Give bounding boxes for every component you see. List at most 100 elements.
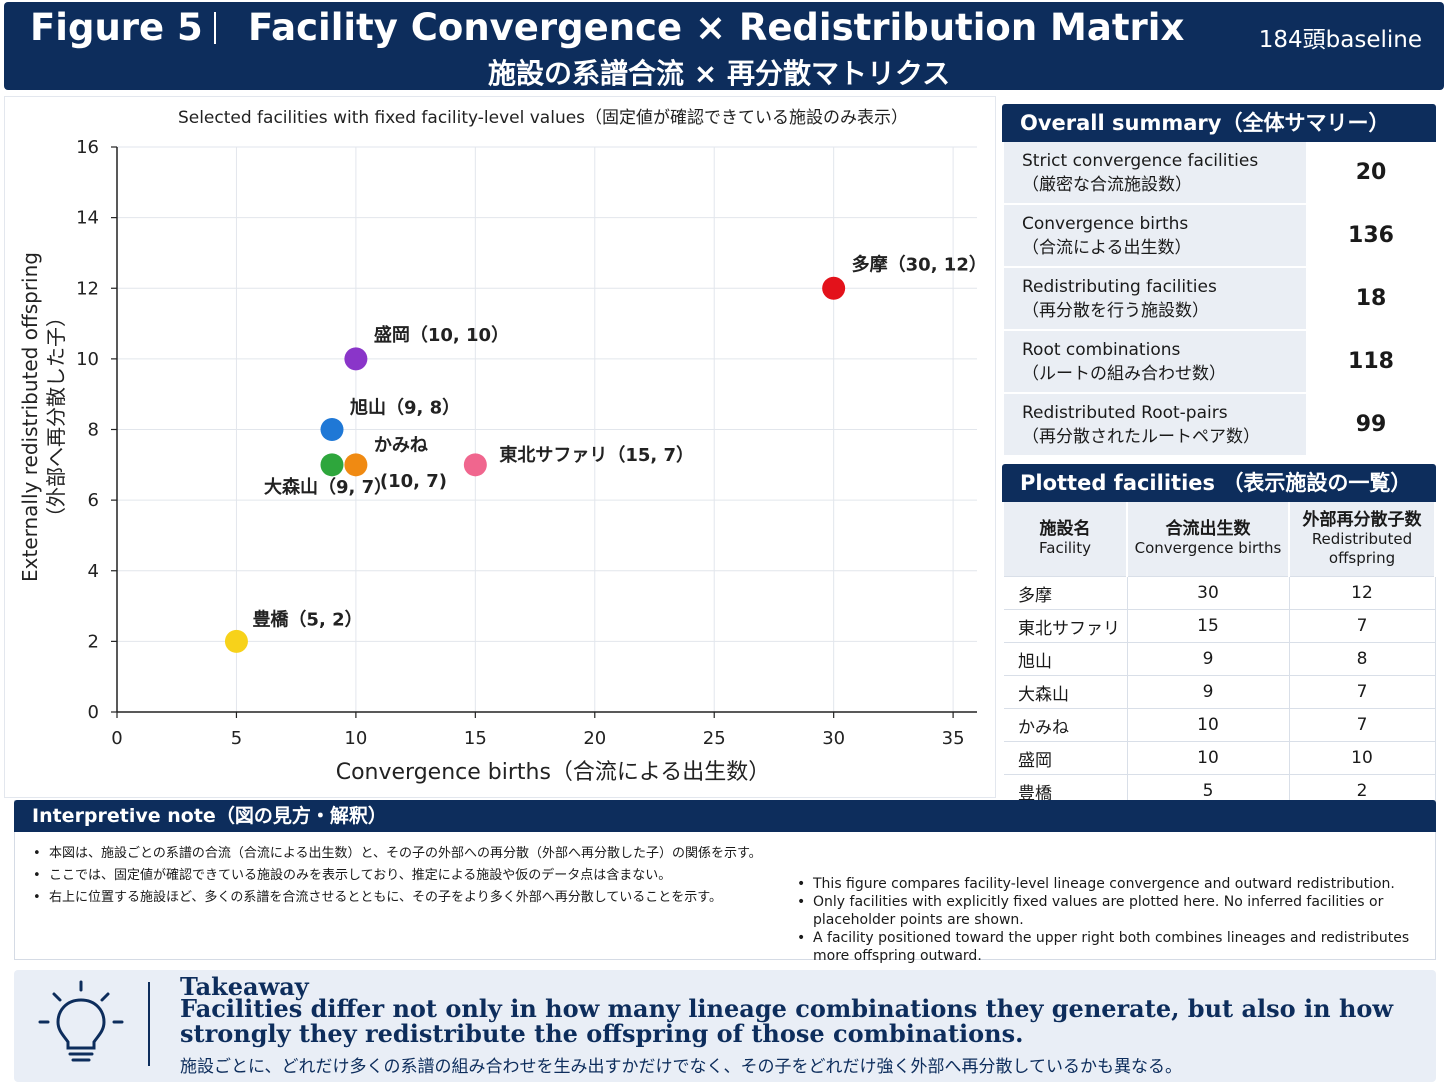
figure-title-en: Facility Convergence × Redistribution Ma… <box>248 6 1185 49</box>
takeaway-title: Takeaway <box>180 972 309 1001</box>
data-point <box>344 347 368 371</box>
baseline-label: 184頭baseline <box>1258 27 1422 53</box>
x-axis-ticks: 0 5 10 15 20 25 30 35 <box>111 712 965 749</box>
facility-name-cell: 盛岡 <box>1004 741 1128 775</box>
y-axis-ticks: 0 2 4 6 8 10 12 14 16 <box>76 137 117 723</box>
summary-label-en: Convergence births <box>1022 213 1189 234</box>
interpretive-note: 本図は、施設ごとの系譜の合流（合流による出生数）と、その子の外部への再分散（外部… <box>14 800 1436 964</box>
summary-label-ja: （合流による出生数） <box>1022 237 1192 258</box>
col-convergence-en: Convergence births <box>1134 539 1282 557</box>
facility-name-cell: 東北サファリ <box>1004 609 1128 643</box>
x-tick-label: 25 <box>703 728 726 749</box>
convergence-cell: 9 <box>1127 642 1290 676</box>
data-point <box>224 629 248 653</box>
takeaway-box: Takeaway Facilities differ not only in h… <box>14 970 1436 1082</box>
convergence-cell: 9 <box>1127 675 1290 709</box>
plotted-table: 施設名 Facility 合流出生数 Convergence births 外部再分… <box>1004 502 1436 807</box>
point-label-coord: (10, 7) <box>380 471 447 492</box>
col-facility-en: Facility <box>1039 539 1091 557</box>
col-facility: 施設名 Facility <box>1004 502 1128 577</box>
data-point <box>320 418 344 441</box>
x-tick-label: 5 <box>231 728 242 749</box>
summary-label-ja: （ルートの組み合わせ数） <box>1022 363 1226 384</box>
redistributed-cell: 7 <box>1289 675 1436 709</box>
figure-label: Figure 5 <box>30 6 203 49</box>
lightbulb-icon <box>38 980 124 1062</box>
note-list-ja: 本図は、施設ごとの系譜の合流（合流による出生数）と、その子の外部への再分散（外部… <box>33 845 793 911</box>
note-en-item: Only facilities with explicitly fixed va… <box>797 893 1437 929</box>
summary-row: Redistributing facilities （再分散を行う施設数） 18 <box>1004 267 1436 331</box>
y-tick-label: 12 <box>76 278 99 299</box>
summary-label-ja: （厳密な合流施設数） <box>1022 174 1192 195</box>
takeaway-text-en: Facilities differ not only in how many l… <box>180 994 1394 1048</box>
takeaway-text-ja: 施設ごとに、どれだけ多くの系譜の組み合わせを生み出すかだけでなく、その子をどれだ… <box>180 1057 1182 1077</box>
x-tick-label: 35 <box>942 728 965 749</box>
point-label: 多摩（30, 12） <box>852 253 987 275</box>
chart-grid <box>117 146 977 712</box>
table-row: 盛岡 10 10 <box>1004 741 1436 775</box>
convergence-cell: 15 <box>1127 609 1290 643</box>
x-tick-label: 15 <box>464 728 487 749</box>
summary-value: 20 <box>1304 142 1436 205</box>
col-facility-ja: 施設名 <box>1039 519 1091 539</box>
data-point <box>463 453 487 477</box>
takeaway-divider <box>148 982 150 1066</box>
point-label: 旭山（9, 8） <box>349 397 460 419</box>
table-row: かみね 10 7 <box>1004 708 1436 742</box>
col-convergence: 合流出生数 Convergence births <box>1127 502 1290 577</box>
point-labels: 多摩（30, 12） 盛岡（10, 10） 旭山（9, 8） 大森山（9, 7） かみね… <box>252 253 986 630</box>
point-label: 豊橋（5, 2） <box>252 608 362 630</box>
x-axis-label: Convergence births（合流による出生数） <box>336 760 771 785</box>
figure-header: Figure 5 Facility Convergence × Redistri… <box>4 2 1444 90</box>
y-tick-label: 4 <box>88 561 99 582</box>
y-tick-label: 0 <box>88 702 99 723</box>
convergence-cell: 10 <box>1127 741 1290 775</box>
y-axis-label-ja: （外部へ再分散した子） <box>44 307 68 527</box>
facility-name-cell: 旭山 <box>1004 642 1128 676</box>
redistributed-cell: 12 <box>1289 576 1436 610</box>
y-tick-label: 16 <box>76 137 99 158</box>
facility-name-cell: 大森山 <box>1004 675 1128 709</box>
summary-label-en: Strict convergence facilities <box>1022 150 1259 171</box>
redistributed-cell: 7 <box>1289 609 1436 643</box>
table-row: 多摩 30 12 <box>1004 576 1436 610</box>
col-redistributed-ja: 外部再分散子数 <box>1302 509 1422 530</box>
note-ja-item: ここでは、固定値が確認できている施設のみを表示しており、推定による施設や仮のデー… <box>33 867 793 884</box>
x-tick-label: 0 <box>111 728 122 749</box>
summary-label: Redistributing facilities （再分散を行う施設数） <box>1004 267 1305 331</box>
summary-label: Convergence births （合流による出生数） <box>1004 204 1305 268</box>
y-tick-label: 8 <box>88 420 99 441</box>
x-tick-label: 30 <box>822 728 845 749</box>
summary-value: 99 <box>1304 393 1436 457</box>
summary-label-en: Redistributing facilities <box>1022 276 1217 297</box>
data-points <box>224 276 846 653</box>
summary-row: Strict convergence facilities （厳密な合流施設数） 2… <box>1004 142 1436 205</box>
col-convergence-ja: 合流出生数 <box>1165 519 1251 539</box>
y-tick-label: 6 <box>88 490 99 511</box>
data-point <box>822 276 846 300</box>
chart-subtitle: Selected facilities with fixed facility-… <box>178 108 908 128</box>
summary-label-en: Redistributed Root-pairs <box>1022 402 1228 423</box>
convergence-cell: 10 <box>1127 708 1290 742</box>
summary-row: Redistributed Root-pairs （再分散されたルートペア数） 99 <box>1004 393 1436 457</box>
note-list-en: This figure compares facility-level line… <box>797 875 1437 965</box>
summary-value: 136 <box>1304 204 1436 268</box>
col-redistributed: 外部再分散子数 Redistributed offspring <box>1289 502 1436 577</box>
note-en-item: A facility positioned toward the upper r… <box>797 929 1437 965</box>
summary-row: Convergence births （合流による出生数） 136 <box>1004 204 1436 268</box>
x-tick-label: 20 <box>583 728 606 749</box>
convergence-cell: 30 <box>1127 576 1290 610</box>
data-point <box>344 453 368 477</box>
note-title: Interpretive note（図の見方・解釈） <box>14 800 1436 832</box>
point-label: かみね <box>374 435 428 456</box>
data-point <box>320 453 344 477</box>
summary-title: Overall summary（全体サマリー） <box>1002 104 1436 142</box>
summary-value: 18 <box>1304 267 1436 331</box>
note-ja-item: 本図は、施設ごとの系譜の合流（合流による出生数）と、その子の外部への再分散（外部… <box>33 845 793 862</box>
header-divider <box>214 12 216 44</box>
y-tick-label: 2 <box>88 631 99 652</box>
table-row: 東北サファリ 15 7 <box>1004 609 1436 643</box>
note-ja-item: 右上に位置する施設ほど、多くの系譜を合流させるとともに、その子をより多く外部へ再… <box>33 889 793 906</box>
table-row: 大森山 9 7 <box>1004 675 1436 709</box>
plotted-title: Plotted facilities （表示施設の一覧） <box>1002 464 1436 502</box>
